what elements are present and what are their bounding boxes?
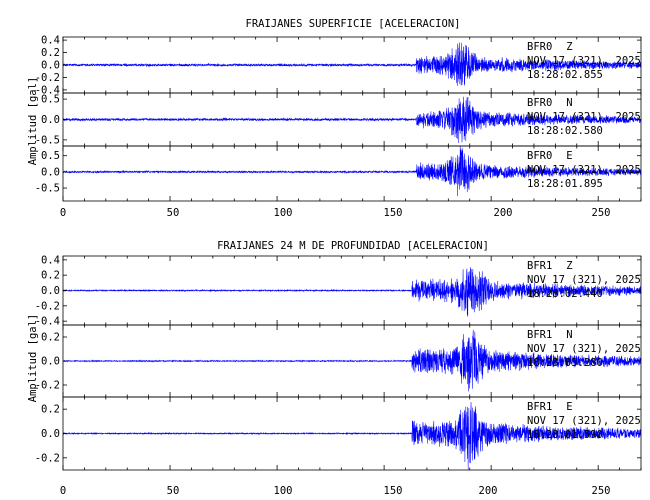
panel-bfr0-e: 0.5 0.0 -0.5 BFR0 E NOV 17 (321), 2025 18:28:0… bbox=[35, 145, 642, 202]
xtick-label: 0 bbox=[60, 485, 66, 497]
station-code: BFR1 bbox=[527, 329, 552, 341]
station-code: BFR1 bbox=[527, 401, 552, 413]
xtick-labels-surface: 0 50 100 150 200 250 bbox=[60, 207, 611, 219]
ytick-label: -0.5 bbox=[35, 134, 60, 146]
component-code: E bbox=[566, 150, 572, 162]
waveform-trace bbox=[62, 402, 642, 470]
ytick-label: 0.0 bbox=[41, 114, 60, 126]
ytick-label: 0.0 bbox=[41, 60, 60, 72]
ylabel-depth: Amplitud [gal] bbox=[27, 314, 39, 403]
ytick-label: 0.2 bbox=[41, 270, 60, 282]
panel-bfr1-e: 0.2 0.0 -0.2 BFR1 E NOV 17 (321), 2025 18:28:0… bbox=[35, 396, 642, 471]
ytick-label: -0.2 bbox=[35, 300, 60, 312]
waveform-trace bbox=[62, 329, 642, 392]
xtick-label: 200 bbox=[494, 207, 513, 219]
ytick-label: 0.2 bbox=[41, 47, 60, 59]
date-label: NOV 17 (321), 2025 bbox=[527, 111, 641, 123]
ytick-label: -0.2 bbox=[35, 72, 60, 84]
time-label: 18:28:01.590 bbox=[527, 429, 603, 441]
station-label: BFR1 N bbox=[527, 329, 573, 341]
xtick-labels-depth: 0 50 100 150 200 250 bbox=[60, 485, 611, 497]
station-code: BFR1 bbox=[527, 260, 552, 272]
time-label: 18:28:02.855 bbox=[527, 69, 603, 81]
title-depth: FRAIJANES 24 M DE PROFUNDIDAD [ACELERACI… bbox=[217, 240, 489, 252]
panel-frame bbox=[62, 145, 642, 202]
waveform-trace bbox=[62, 96, 642, 144]
title-surface: FRAIJANES SUPERFICIE [ACELERACION] bbox=[246, 18, 461, 30]
waveform-trace bbox=[62, 42, 642, 86]
panel-bfr1-n: 0.2 0.0 -0.2 BFR1 N NOV 17 (321), 2025 18:28:0… bbox=[35, 324, 642, 398]
xtick-label: 50 bbox=[167, 485, 180, 497]
station-label: BFR1 E bbox=[527, 401, 573, 413]
component-code: N bbox=[566, 97, 572, 109]
component-code: N bbox=[566, 329, 572, 341]
component-code: E bbox=[566, 401, 572, 413]
time-label: 18:28:01.895 bbox=[527, 178, 603, 190]
group-surface: FRAIJANES SUPERFICIE [ACELERACION] Ampli… bbox=[27, 18, 610, 219]
xtick-label: 250 bbox=[592, 485, 611, 497]
group-depth: FRAIJANES 24 M DE PROFUNDIDAD [ACELERACI… bbox=[27, 240, 610, 497]
xtick-label: 200 bbox=[479, 485, 498, 497]
date-label: NOV 17 (321), 2025 bbox=[527, 343, 641, 355]
component-code: Z bbox=[566, 41, 572, 53]
date-label: NOV 17 (321), 2025 bbox=[527, 415, 641, 427]
ytick-label: -0.2 bbox=[35, 452, 60, 464]
waveform-trace bbox=[62, 267, 642, 317]
ytick-label: 0.0 bbox=[41, 356, 60, 368]
panel-bfr0-z: 0.40.20.0-0.2-0.4 BFR0 Z NOV 17 (321), 2025… bbox=[35, 35, 642, 96]
time-label: 18:28:02.440 bbox=[527, 288, 603, 300]
ytick-label: 0.2 bbox=[41, 332, 60, 344]
date-label: NOV 17 (321), 2025 bbox=[527, 164, 641, 176]
xtick-label: 150 bbox=[384, 485, 403, 497]
xtick-label: 150 bbox=[384, 207, 403, 219]
component-code: Z bbox=[566, 260, 572, 272]
xtick-label: 50 bbox=[167, 207, 180, 219]
ytick-label: -0.4 bbox=[35, 84, 60, 96]
ytick-label: -0.4 bbox=[35, 316, 60, 328]
station-label: BFR0 E bbox=[527, 150, 573, 162]
time-label: 18:28:02.580 bbox=[527, 125, 603, 137]
ytick-label: 0.0 bbox=[41, 166, 60, 178]
panel-bfr1-z: 0.4 0.2 0.0 -0.2 -0.4 BFR1 Z NOV 17 (321), 2025… bbox=[35, 254, 642, 328]
time-label: 18:28:03.280 bbox=[527, 357, 603, 369]
ytick-label: -0.5 bbox=[35, 183, 60, 195]
panel-bfr0-n: 0.5 0.0 -0.5 BFR0 N NOV 17 (321), 2025 18:28:0… bbox=[35, 92, 642, 147]
station-label: BFR0 Z bbox=[527, 41, 573, 53]
ylabel-surface: Amplitud [gal] bbox=[27, 77, 39, 166]
ytick-label: 0.2 bbox=[41, 404, 60, 416]
ytick-label: 0.0 bbox=[41, 285, 60, 297]
date-label: NOV 17 (321), 2025 bbox=[527, 274, 641, 286]
ytick-label: -0.2 bbox=[35, 380, 60, 392]
ytick-label: 0.5 bbox=[41, 150, 60, 162]
date-label: NOV 17 (321), 2025 bbox=[527, 55, 641, 67]
station-code: BFR0 bbox=[527, 41, 552, 53]
ytick-label: 0.0 bbox=[41, 428, 60, 440]
xtick-label: 250 bbox=[592, 207, 611, 219]
ytick-label: 0.5 bbox=[41, 94, 60, 106]
ytick-label: 0.4 bbox=[41, 254, 60, 266]
station-code: BFR0 bbox=[527, 97, 552, 109]
xtick-label: 0 bbox=[60, 207, 66, 219]
waveform-trace bbox=[62, 145, 642, 197]
ytick-label: 0.4 bbox=[41, 35, 60, 47]
xtick-label: 100 bbox=[274, 207, 293, 219]
xtick-label: 100 bbox=[274, 485, 293, 497]
station-code: BFR0 bbox=[527, 150, 552, 162]
station-label: BFR1 Z bbox=[527, 260, 573, 272]
station-label: BFR0 N bbox=[527, 97, 573, 109]
